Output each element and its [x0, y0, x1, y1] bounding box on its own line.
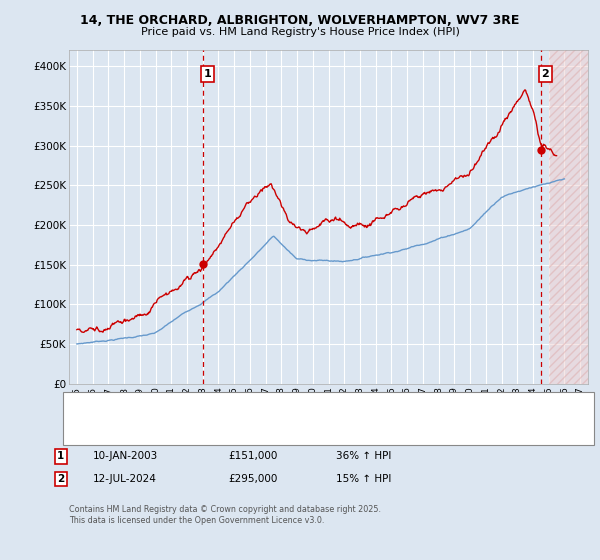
Text: 12-JUL-2024: 12-JUL-2024	[93, 474, 157, 484]
Text: £295,000: £295,000	[228, 474, 277, 484]
Text: 2: 2	[542, 69, 549, 79]
Text: Contains HM Land Registry data © Crown copyright and database right 2025.
This d: Contains HM Land Registry data © Crown c…	[69, 505, 381, 525]
Bar	[548, 50, 596, 384]
Text: 2: 2	[57, 474, 64, 484]
Text: £151,000: £151,000	[228, 451, 277, 461]
Text: 14, THE ORCHARD, ALBRIGHTON, WOLVERHAMPTON, WV7 3RE (semi-detached house): 14, THE ORCHARD, ALBRIGHTON, WOLVERHAMPT…	[108, 403, 473, 412]
Text: 15% ↑ HPI: 15% ↑ HPI	[336, 474, 391, 484]
Text: Price paid vs. HM Land Registry's House Price Index (HPI): Price paid vs. HM Land Registry's House …	[140, 27, 460, 37]
Text: HPI: Average price, semi-detached house, Shropshire: HPI: Average price, semi-detached house,…	[108, 421, 332, 430]
Text: 14, THE ORCHARD, ALBRIGHTON, WOLVERHAMPTON, WV7 3RE: 14, THE ORCHARD, ALBRIGHTON, WOLVERHAMPT…	[80, 14, 520, 27]
Text: 36% ↑ HPI: 36% ↑ HPI	[336, 451, 391, 461]
Bar	[548, 50, 596, 384]
Text: 1: 1	[57, 451, 64, 461]
Text: 1: 1	[203, 69, 211, 79]
Text: 10-JAN-2003: 10-JAN-2003	[93, 451, 158, 461]
